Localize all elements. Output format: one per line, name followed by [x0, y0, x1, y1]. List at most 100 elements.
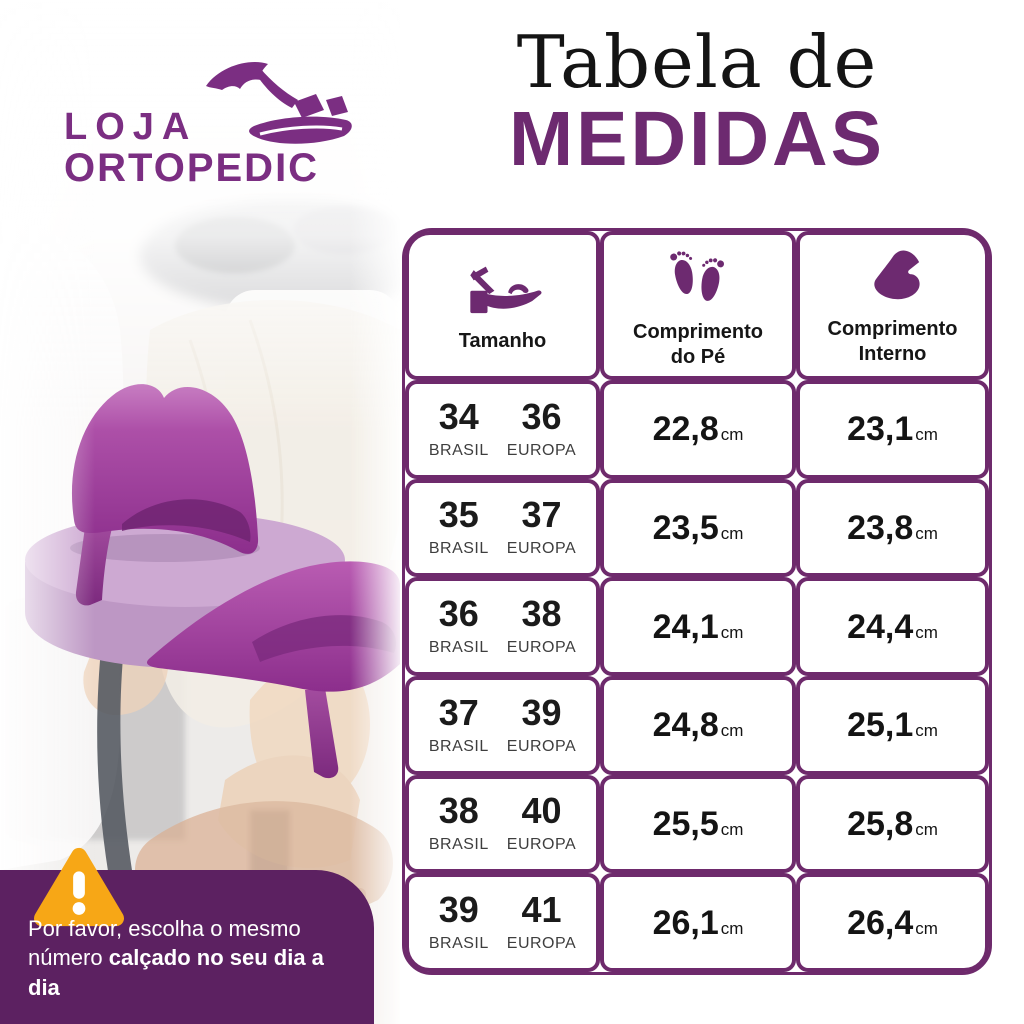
size-origin-europa: EUROPA [506, 441, 577, 459]
value-unit: cm [915, 622, 938, 642]
winged-sandal-icon [206, 62, 352, 144]
value-unit: cm [720, 721, 744, 741]
value-number: 24,8 [652, 706, 719, 745]
table-row-1-foot-length: 22,8 cm [600, 380, 796, 479]
value-number: 26,1 [652, 903, 719, 942]
table-row-6-foot-length: 26,1 cm [600, 873, 796, 972]
brand-name-line2: ORTOPEDIC [64, 146, 320, 190]
table-row-6-internal-length: 26,4 cm [796, 873, 989, 972]
header-label-comprimento-pe: Comprimento do Pé [633, 321, 763, 368]
table-row-5-internal-length: 25,8 cm [796, 774, 989, 874]
notice-box: Por favor, escolha o mesmo número calçad… [0, 847, 374, 1024]
value-number: 24,4 [847, 607, 914, 646]
header-cell-comprimento-interno: Comprimento Interno [796, 231, 989, 380]
table-row-3-size: 36 BRASIL 38 EUROPA [405, 577, 600, 676]
value-number: 25,1 [847, 706, 914, 745]
value-unit: cm [720, 523, 744, 543]
table-row-1-size: 34 BRASIL 36 EUROPA [405, 380, 600, 479]
lifestyle-photo [0, 0, 440, 1024]
brand-logo: LOJA ORTOPEDIC [62, 52, 372, 192]
size-europa: 38 EUROPA [507, 596, 576, 657]
title-line2: MEDIDAS [508, 96, 886, 183]
size-number-brasil: 35 [438, 494, 479, 536]
header-label-comprimento-interno: Comprimento Interno [827, 318, 958, 365]
size-brasil: 35 BRASIL [429, 497, 489, 558]
size-number-brasil: 36 [438, 593, 479, 635]
photo-right-fade [350, 0, 400, 1024]
table-row-5-foot-length: 25,5 cm [600, 774, 796, 874]
size-number-europa: 39 [521, 691, 562, 733]
size-origin-europa: EUROPA [506, 935, 577, 953]
size-brasil: 37 BRASIL [429, 691, 489, 756]
value-unit: cm [915, 425, 938, 445]
notice-text-regular: Por favor, escolha o mesmo número [28, 916, 301, 971]
table-row-2-foot-length: 23,5 cm [600, 478, 796, 578]
value-unit: cm [720, 819, 744, 839]
value-unit: cm [915, 819, 938, 839]
size-origin-europa: EUROPA [506, 836, 577, 854]
size-europa: 36 EUROPA [506, 395, 577, 460]
table-row-3-internal-length: 24,4 cm [796, 577, 989, 676]
size-brasil: 34 BRASIL [428, 395, 489, 460]
size-number-brasil: 34 [438, 395, 479, 437]
size-europa: 40 EUROPA [507, 793, 576, 854]
value-unit: cm [720, 425, 744, 445]
table-row-3-foot-length: 24,1 cm [600, 577, 796, 676]
size-number-brasil: 39 [438, 889, 479, 931]
shoe-horn [97, 638, 135, 895]
brand-name-line1: LOJA [64, 106, 198, 148]
sock-icon [873, 250, 920, 300]
value-number: 25,8 [847, 804, 914, 843]
warning-icon [33, 847, 124, 927]
size-number-europa: 38 [521, 593, 562, 635]
value-number: 22,8 [652, 410, 719, 449]
footprints-icon [670, 251, 725, 301]
size-origin-europa: EUROPA [506, 639, 577, 657]
value-unit: cm [720, 918, 744, 938]
table-row-1-internal-length: 23,1 cm [796, 380, 989, 479]
size-number-europa: 37 [521, 494, 562, 536]
size-europa: 39 EUROPA [506, 691, 577, 756]
size-origin-brasil: BRASIL [428, 836, 489, 854]
table-row-2-size: 35 BRASIL 37 EUROPA [405, 478, 600, 578]
table-row-5-size: 38 BRASIL 40 EUROPA [405, 774, 600, 874]
value-number: 25,5 [652, 804, 719, 843]
table-row-4-internal-length: 25,1 cm [796, 675, 989, 775]
table-row-4-size: 37 BRASIL 39 EUROPA [405, 675, 600, 775]
table-row-2-internal-length: 23,8 cm [796, 478, 989, 578]
size-number-brasil: 38 [438, 790, 479, 832]
title-line1: Tabela de [516, 20, 878, 104]
value-number: 23,1 [847, 410, 914, 449]
header-cell-tamanho: Tamanho [405, 231, 600, 380]
size-brasil: 39 BRASIL [429, 892, 489, 953]
value-unit: cm [915, 523, 938, 543]
value-number: 23,5 [652, 508, 719, 547]
value-number: 23,8 [847, 508, 914, 547]
size-origin-europa: EUROPA [506, 737, 577, 755]
page-title: Tabela de MEDIDAS [402, 20, 992, 183]
size-number-brasil: 37 [438, 691, 479, 733]
size-number-europa: 40 [521, 790, 562, 832]
size-origin-brasil: BRASIL [428, 639, 489, 657]
size-origin-brasil: BRASIL [428, 441, 489, 459]
table-row-6-size: 39 BRASIL 41 EUROPA [405, 873, 600, 972]
header-cell-comprimento-pe: Comprimento do Pé [600, 231, 796, 380]
table-row-4-foot-length: 24,8 cm [600, 675, 796, 775]
size-origin-europa: EUROPA [506, 540, 577, 558]
size-brasil: 38 BRASIL [429, 793, 489, 854]
size-origin-brasil: BRASIL [428, 935, 489, 953]
value-unit: cm [915, 918, 938, 938]
purple-pump-front [146, 561, 400, 779]
notice-text: Por favor, escolha o mesmo número calçad… [28, 914, 360, 1002]
value-number: 24,1 [652, 607, 719, 646]
size-number-europa: 36 [521, 395, 562, 437]
size-europa: 41 EUROPA [507, 892, 576, 953]
size-table: Tamanho Comprimento do Pé Comprimento In… [402, 228, 992, 975]
size-europa: 37 EUROPA [507, 497, 576, 558]
value-unit: cm [915, 721, 938, 741]
size-brasil: 36 BRASIL [429, 596, 489, 657]
size-number-europa: 41 [521, 889, 562, 931]
notice-text-bold: calçado no seu dia a dia [28, 945, 324, 1000]
header-label-tamanho: Tamanho [458, 330, 547, 353]
